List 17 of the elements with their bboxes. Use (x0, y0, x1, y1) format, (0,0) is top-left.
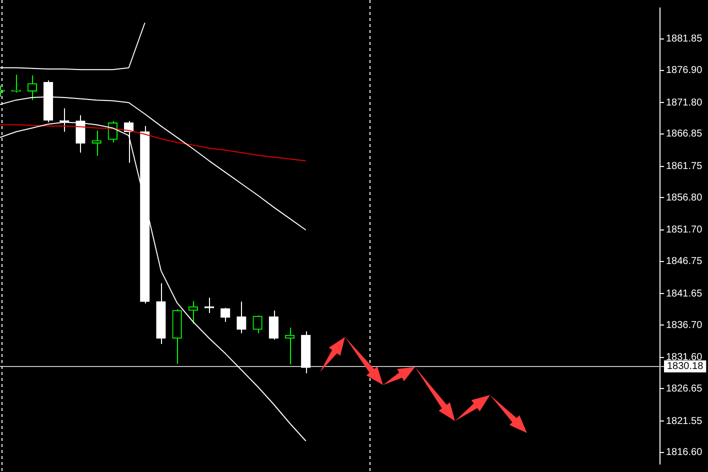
y-tick-label: 1861.75 (666, 161, 703, 172)
candlestick (188, 300, 198, 324)
y-tick-label: 1821.55 (666, 416, 703, 427)
y-tick-label: 1881.85 (666, 34, 703, 45)
y-tick-label: 1871.80 (666, 97, 703, 108)
y-tick-label: 1856.80 (666, 192, 703, 204)
y-tick-label: 1846.75 (666, 256, 703, 268)
y-tick-label: 1831.60 (666, 352, 703, 364)
y-tick-label: 1866.85 (666, 128, 703, 140)
candlestick (268, 310, 278, 340)
y-tick-label: 1851.70 (666, 224, 703, 236)
y-tick-label: 1836.70 (666, 320, 703, 331)
y-tick-label: 1876.90 (666, 65, 703, 76)
y-tick-label: 1816.60 (666, 447, 703, 458)
y-tick-label: 1826.65 (666, 383, 703, 394)
y-tick-label: 1841.65 (666, 288, 703, 300)
ref-line-label: 1830.18 (667, 361, 704, 372)
